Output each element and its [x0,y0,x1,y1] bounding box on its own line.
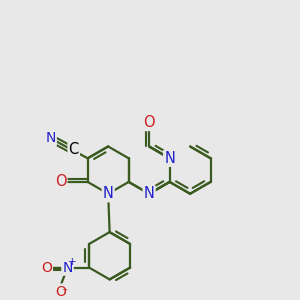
Text: O: O [55,284,66,298]
Text: N: N [164,151,175,166]
Text: O: O [143,115,155,130]
Text: N: N [46,131,56,145]
Text: O: O [41,261,52,274]
Text: C: C [69,142,79,157]
Text: N: N [62,261,73,274]
Text: O: O [55,174,66,189]
Text: N: N [103,186,114,201]
Text: +: + [68,257,76,267]
Text: ⁻: ⁻ [61,286,68,299]
Text: N: N [144,186,154,201]
